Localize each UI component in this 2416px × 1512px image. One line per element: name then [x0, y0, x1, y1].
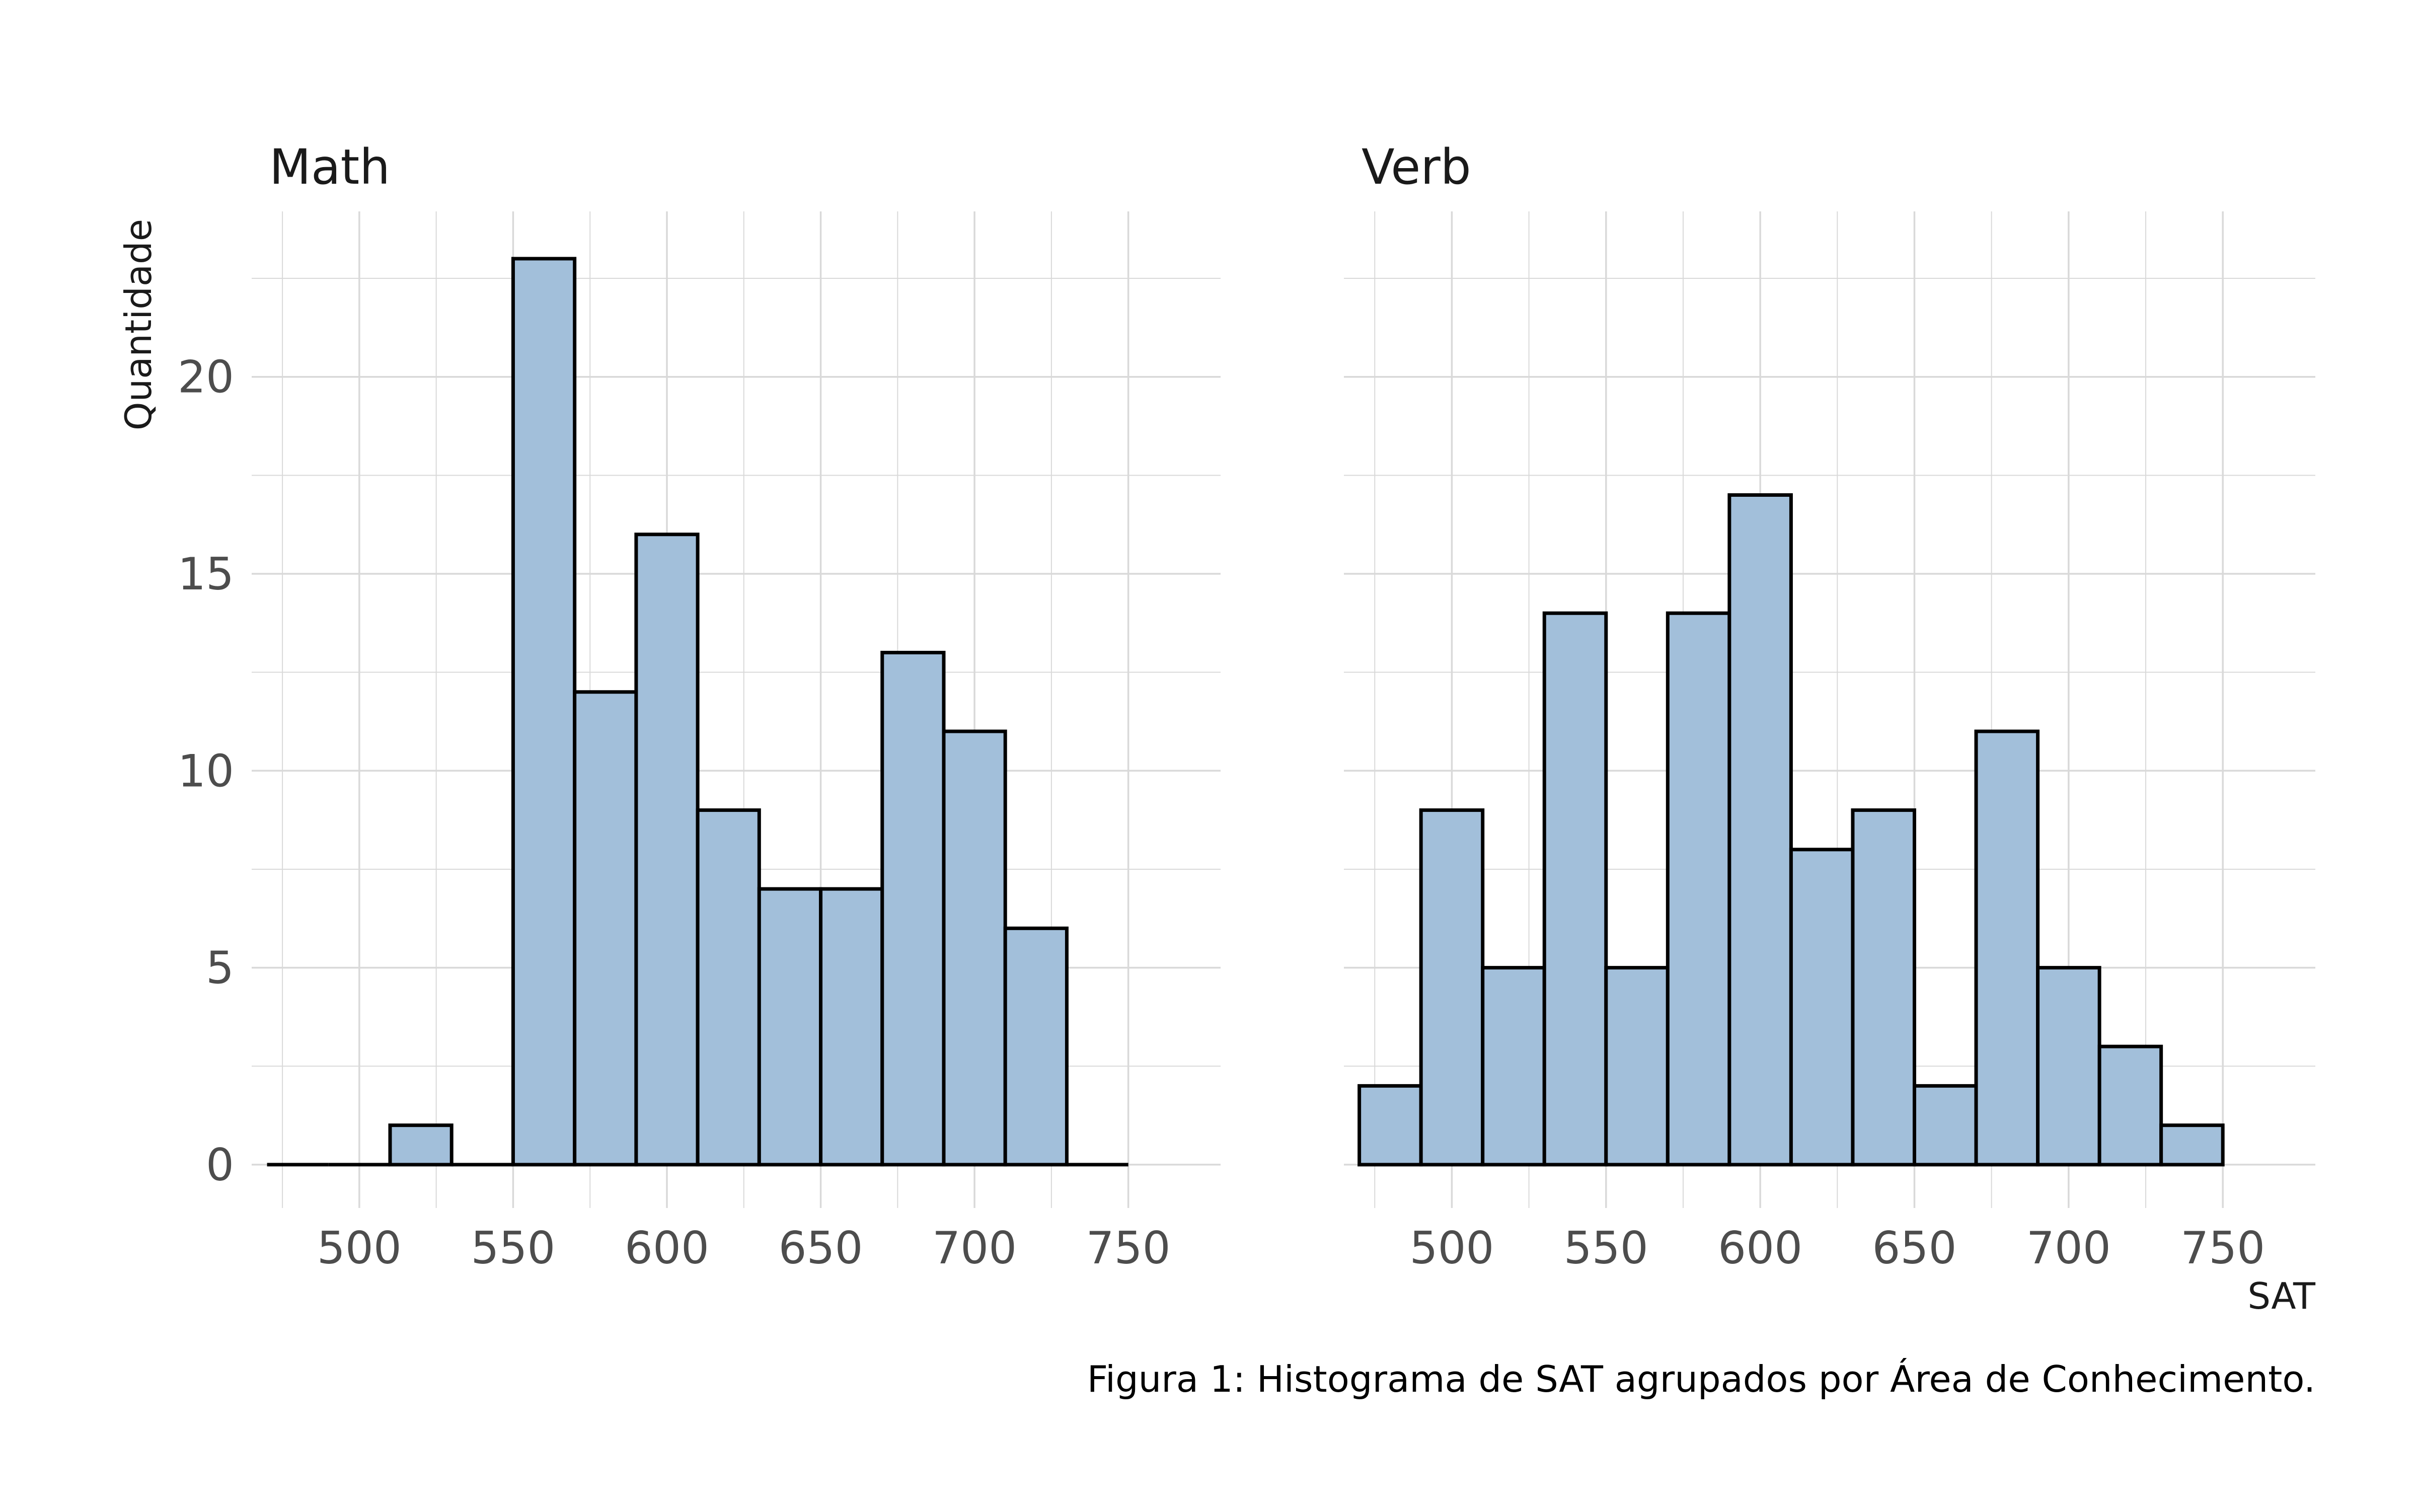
histogram-bar: [757, 887, 823, 1167]
histogram-bar: [1789, 848, 1855, 1167]
histogram-bar: [2036, 966, 2101, 1167]
histogram-bar: [1851, 808, 1916, 1167]
x-tick-label: 500: [1409, 1222, 1494, 1274]
x-tick-label: 550: [471, 1222, 555, 1274]
x-tick-label: 600: [625, 1222, 709, 1274]
x-tick-label: 500: [317, 1222, 402, 1274]
y-tick-label: 0: [206, 1139, 234, 1191]
histogram-bar: [1912, 1084, 1978, 1167]
histogram-bar: [1481, 966, 1546, 1167]
x-tick-label: 550: [1564, 1222, 1648, 1274]
histogram-bar: [942, 729, 1007, 1167]
histogram-bar: [511, 257, 577, 1167]
panel-title: Math: [269, 139, 390, 195]
x-tick-label: 600: [1718, 1222, 1802, 1274]
histogram-bar: [1974, 729, 2040, 1167]
histogram-bar: [1666, 611, 1731, 1167]
x-tick-label: 650: [779, 1222, 863, 1274]
x-axis-label: SAT: [2247, 1275, 2316, 1317]
histogram-bar: [1003, 926, 1069, 1167]
x-tick-label: 700: [932, 1222, 1017, 1274]
histogram-bar: [573, 690, 638, 1167]
histogram-bar: [1419, 808, 1485, 1167]
histogram-bar: [1727, 493, 1793, 1167]
y-axis-label: Quantidade: [117, 219, 160, 430]
y-tick-label: 15: [178, 548, 234, 600]
histogram-bar: [819, 887, 884, 1167]
x-tick-label: 750: [2180, 1222, 2265, 1274]
panel-title: Verb: [1362, 139, 1471, 195]
y-tick-label: 5: [206, 942, 234, 994]
histogram-bar: [1357, 1084, 1423, 1167]
x-tick-label: 650: [1872, 1222, 1957, 1274]
panel-verb: Verb 500 550 600 650 700 750: [1344, 139, 2315, 1274]
y-tick-label: 10: [178, 745, 234, 797]
x-tick-label: 750: [1086, 1222, 1171, 1274]
histogram-bar: [2097, 1044, 2163, 1167]
histogram-bar: [2159, 1123, 2225, 1167]
histogram-bar: [388, 1123, 454, 1167]
panel-math: Math 500 550 600 650 700 750 0 5 10 15 20: [178, 139, 1221, 1274]
histogram-bar: [696, 808, 761, 1167]
histogram-bar: [1604, 966, 1670, 1167]
histogram-bar: [880, 651, 946, 1167]
histogram-bar: [634, 533, 700, 1167]
y-tick-label: 20: [178, 351, 234, 403]
x-tick-label: 700: [2026, 1222, 2111, 1274]
histogram-bar: [1542, 611, 1608, 1167]
figure-caption: Figura 1: Histograma de SAT agrupados po…: [1087, 1358, 2315, 1400]
